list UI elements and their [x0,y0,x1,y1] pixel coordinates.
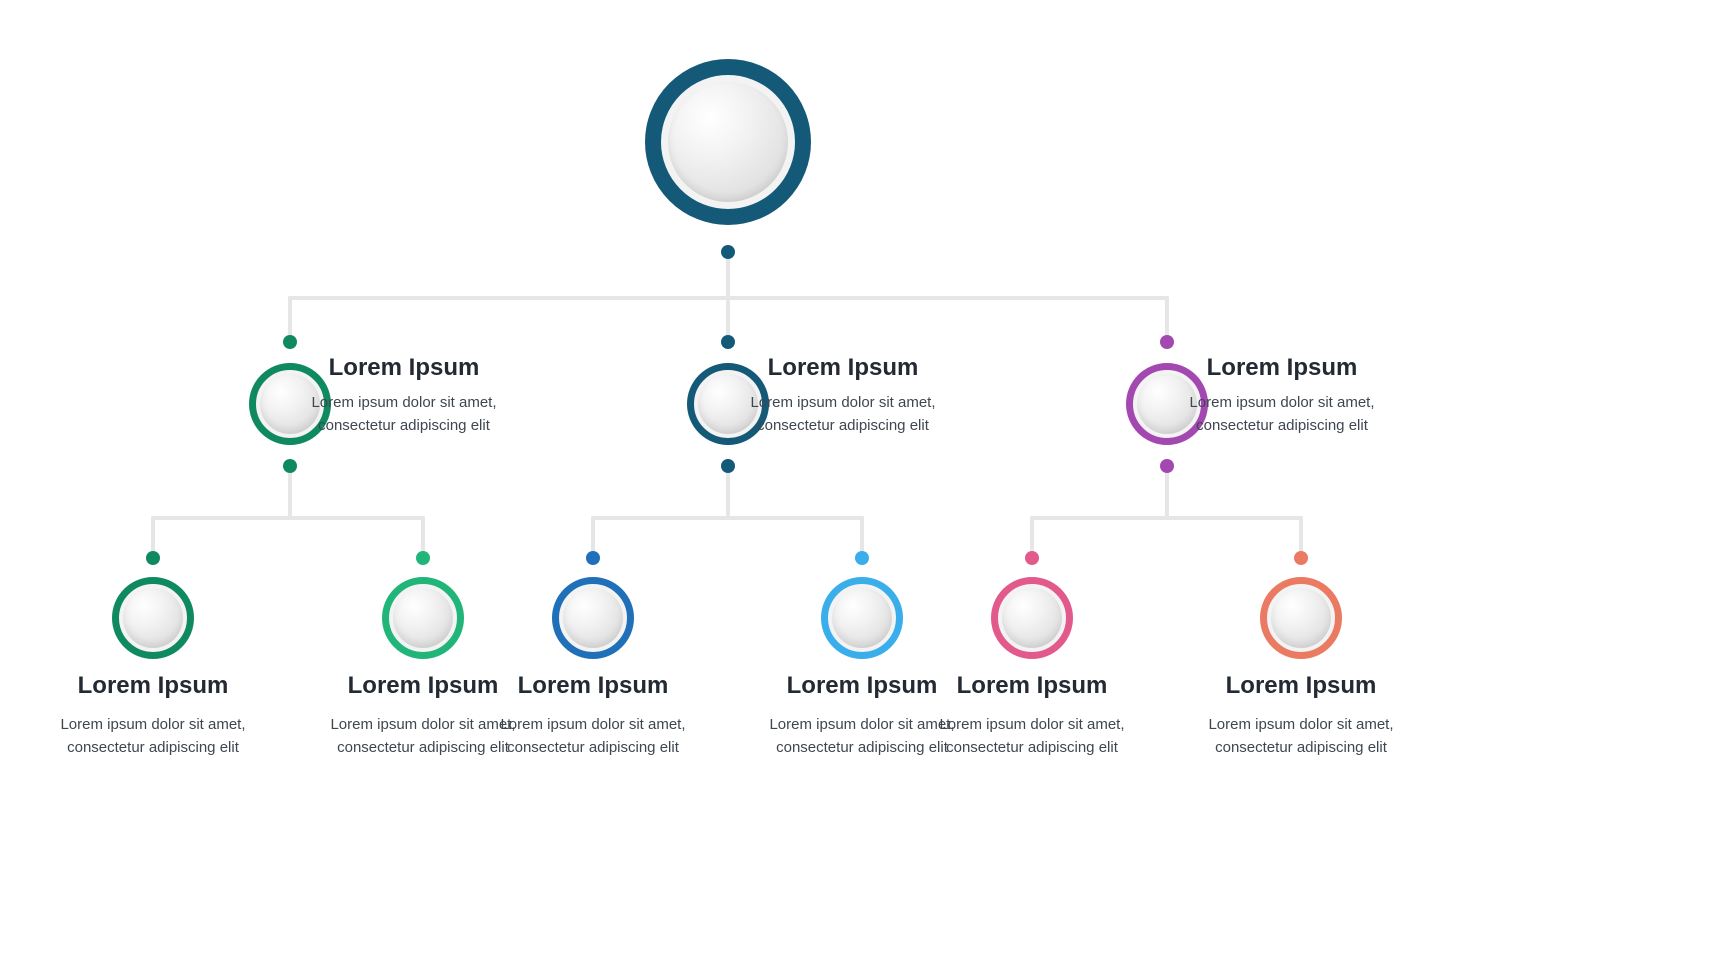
leaf-4-title: Lorem Ipsum [917,672,1147,700]
root-node-sphere [668,82,788,202]
org-tree-diagram: Lorem Ipsum Lorem ipsum dolor sit amet, … [0,0,1715,980]
leaf-2-sphere [563,588,623,648]
branch-b-desc: Lorem ipsum dolor sit amet, consectetur … [743,392,943,437]
leaf-0-sphere [123,588,183,648]
branch-c-desc: Lorem ipsum dolor sit amet, consectetur … [1182,392,1382,437]
branch-b-dot-bottom [721,459,735,473]
branch-c-title: Lorem Ipsum [1182,354,1382,382]
leaf-4-sphere [1002,588,1062,648]
leaf-5-dot [1294,551,1308,565]
leaf-3-sphere [832,588,892,648]
branch-b-text: Lorem Ipsum Lorem ipsum dolor sit amet, … [743,354,943,437]
branch-b-title: Lorem Ipsum [743,354,943,382]
leaf-2-desc: Lorem ipsum dolor sit amet, consectetur … [478,714,708,759]
branch-b-dot-top [721,335,735,349]
connector-layer [0,0,1715,980]
root-connector-dot [721,245,735,259]
leaf-5-desc: Lorem ipsum dolor sit amet, consectetur … [1186,714,1416,759]
branch-c-dot-bottom [1160,459,1174,473]
branch-a-desc: Lorem ipsum dolor sit amet, consectetur … [304,392,504,437]
leaf-3-dot [855,551,869,565]
leaf-5-title: Lorem Ipsum [1186,672,1416,700]
leaf-5-sphere [1271,588,1331,648]
leaf-4-text: Lorem Ipsum Lorem ipsum dolor sit amet, … [917,672,1147,759]
branch-a-dot-top [283,335,297,349]
branch-a-title: Lorem Ipsum [304,354,504,382]
leaf-2-text: Lorem Ipsum Lorem ipsum dolor sit amet, … [478,672,708,759]
leaf-1-sphere [393,588,453,648]
leaf-0-title: Lorem Ipsum [38,672,268,700]
leaf-0-dot [146,551,160,565]
leaf-4-dot [1025,551,1039,565]
leaf-4-desc: Lorem ipsum dolor sit amet, consectetur … [917,714,1147,759]
leaf-1-dot [416,551,430,565]
leaf-2-title: Lorem Ipsum [478,672,708,700]
leaf-0-text: Lorem Ipsum Lorem ipsum dolor sit amet, … [38,672,268,759]
branch-a-text: Lorem Ipsum Lorem ipsum dolor sit amet, … [304,354,504,437]
leaf-2-dot [586,551,600,565]
branch-c-dot-top [1160,335,1174,349]
leaf-0-desc: Lorem ipsum dolor sit amet, consectetur … [38,714,268,759]
branch-a-dot-bottom [283,459,297,473]
branch-c-text: Lorem Ipsum Lorem ipsum dolor sit amet, … [1182,354,1382,437]
leaf-5-text: Lorem Ipsum Lorem ipsum dolor sit amet, … [1186,672,1416,759]
